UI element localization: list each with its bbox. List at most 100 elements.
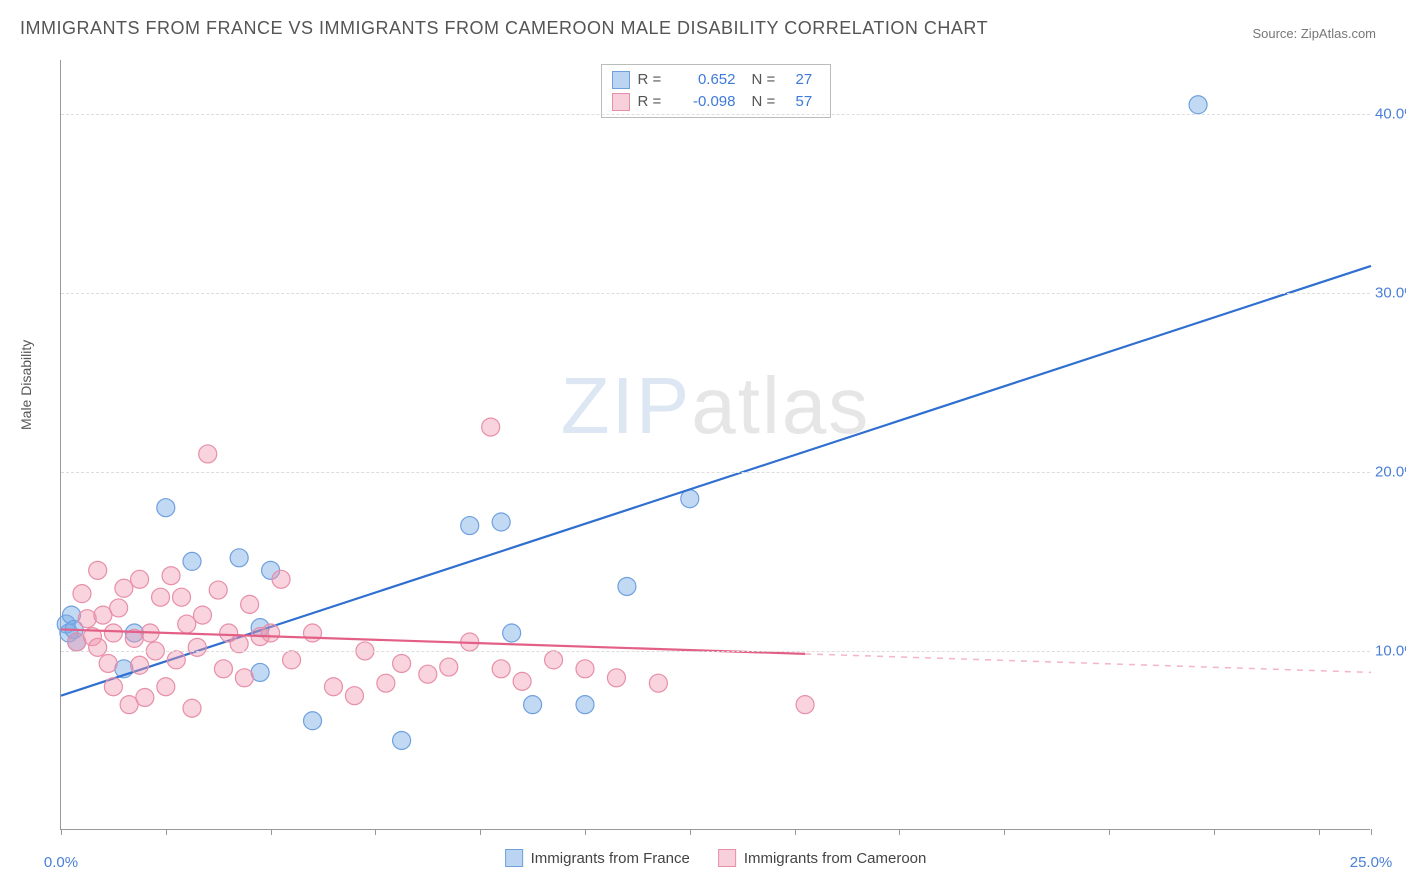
swatch-blue-icon <box>505 849 523 867</box>
data-point <box>492 513 510 531</box>
data-point <box>345 687 363 705</box>
data-point <box>649 674 667 692</box>
x-tick-label: 25.0% <box>1350 854 1393 871</box>
r-label: R = <box>638 69 668 91</box>
data-point <box>209 581 227 599</box>
x-tick-mark <box>1214 829 1215 835</box>
data-point <box>393 731 411 749</box>
n-value-france: 27 <box>796 69 820 91</box>
scatter-svg <box>61 60 1370 829</box>
data-point <box>419 665 437 683</box>
data-point <box>193 606 211 624</box>
data-point <box>607 669 625 687</box>
x-tick-mark <box>795 829 796 835</box>
data-point <box>183 552 201 570</box>
data-point <box>157 499 175 517</box>
x-tick-mark <box>1371 829 1372 835</box>
n-value-cameroon: 57 <box>796 91 820 113</box>
data-point <box>440 658 458 676</box>
x-tick-mark <box>1004 829 1005 835</box>
r-label: R = <box>638 91 668 113</box>
data-point <box>178 615 196 633</box>
data-point <box>167 651 185 669</box>
data-point <box>89 561 107 579</box>
x-tick-mark <box>1109 829 1110 835</box>
x-tick-mark <box>585 829 586 835</box>
data-point <box>576 696 594 714</box>
gridline <box>61 651 1370 652</box>
series-legend: Immigrants from France Immigrants from C… <box>505 849 927 867</box>
legend-row-cameroon: R = -0.098 N = 57 <box>612 91 820 113</box>
x-tick-mark <box>899 829 900 835</box>
data-point <box>618 577 636 595</box>
data-point <box>576 660 594 678</box>
data-point <box>136 688 154 706</box>
data-point <box>78 610 96 628</box>
r-value-cameroon: -0.098 <box>676 91 736 113</box>
legend-label-france: Immigrants from France <box>531 850 690 867</box>
data-point <box>304 712 322 730</box>
data-point <box>377 674 395 692</box>
data-point <box>131 570 149 588</box>
gridline <box>61 293 1370 294</box>
data-point <box>183 699 201 717</box>
correlation-legend: R = 0.652 N = 27 R = -0.098 N = 57 <box>601 64 831 118</box>
y-tick-label: 10.0% <box>1375 642 1406 659</box>
swatch-pink-icon <box>718 849 736 867</box>
legend-item-cameroon: Immigrants from Cameroon <box>718 849 927 867</box>
data-point <box>393 654 411 672</box>
data-point <box>461 517 479 535</box>
data-point <box>173 588 191 606</box>
swatch-pink-icon <box>612 93 630 111</box>
x-tick-label: 0.0% <box>44 854 78 871</box>
source-attribution: Source: ZipAtlas.com <box>1252 26 1376 41</box>
x-tick-mark <box>375 829 376 835</box>
data-point <box>99 654 117 672</box>
data-point <box>324 678 342 696</box>
data-point <box>492 660 510 678</box>
data-point <box>503 624 521 642</box>
data-point <box>115 579 133 597</box>
data-point <box>304 624 322 642</box>
data-point <box>230 549 248 567</box>
x-tick-mark <box>166 829 167 835</box>
data-point <box>262 624 280 642</box>
data-point <box>104 678 122 696</box>
x-tick-mark <box>690 829 691 835</box>
r-value-france: 0.652 <box>676 69 736 91</box>
chart-plot-area: ZIPatlas R = 0.652 N = 27 R = -0.098 N =… <box>60 60 1370 830</box>
data-point <box>89 638 107 656</box>
data-point <box>513 672 531 690</box>
data-point <box>110 599 128 617</box>
data-point <box>131 656 149 674</box>
legend-label-cameroon: Immigrants from Cameroon <box>744 850 927 867</box>
y-tick-label: 40.0% <box>1375 105 1406 122</box>
y-tick-label: 20.0% <box>1375 463 1406 480</box>
data-point <box>162 567 180 585</box>
legend-item-france: Immigrants from France <box>505 849 690 867</box>
data-point <box>104 624 122 642</box>
n-label: N = <box>752 69 788 91</box>
data-point <box>235 669 253 687</box>
n-label: N = <box>752 91 788 113</box>
data-point <box>272 570 290 588</box>
data-point <box>199 445 217 463</box>
data-point <box>73 585 91 603</box>
data-point <box>152 588 170 606</box>
y-tick-label: 30.0% <box>1375 284 1406 301</box>
data-point <box>524 696 542 714</box>
x-tick-mark <box>480 829 481 835</box>
swatch-blue-icon <box>612 71 630 89</box>
data-point <box>545 651 563 669</box>
regression-line-dashed <box>805 654 1371 673</box>
x-tick-mark <box>271 829 272 835</box>
data-point <box>241 595 259 613</box>
y-axis-label: Male Disability <box>18 340 34 430</box>
legend-row-france: R = 0.652 N = 27 <box>612 69 820 91</box>
data-point <box>157 678 175 696</box>
x-tick-mark <box>61 829 62 835</box>
data-point <box>283 651 301 669</box>
data-point <box>188 638 206 656</box>
x-tick-mark <box>1319 829 1320 835</box>
gridline <box>61 472 1370 473</box>
